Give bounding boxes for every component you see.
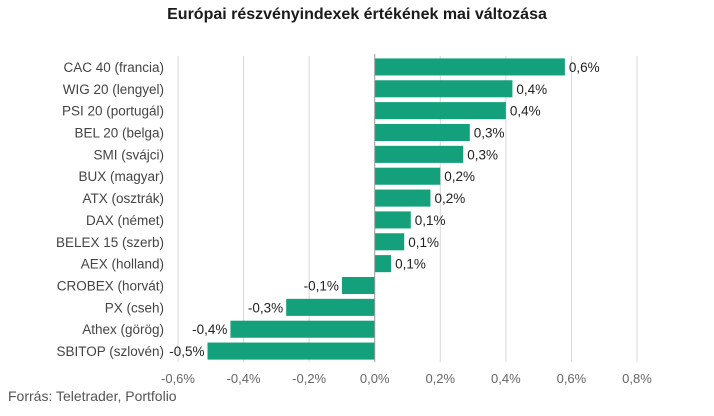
data-label: -0,1% — [304, 279, 339, 294]
x-tick-label: -0,6% — [161, 371, 195, 386]
bar — [341, 276, 375, 295]
bar — [374, 211, 411, 229]
category-label: AEX (holland) — [81, 257, 164, 272]
x-tick-label: -0,4% — [227, 371, 261, 386]
data-label: -0,5% — [169, 344, 204, 359]
data-label: 0,2% — [444, 169, 475, 184]
category-label: SMI (svájci) — [94, 147, 165, 162]
chart-title: Európai részvényindexek értékének mai vá… — [167, 6, 547, 23]
x-tick-label: -0,2% — [292, 371, 326, 386]
data-label: 0,1% — [395, 257, 426, 272]
category-label: CROBEX (horvát) — [57, 279, 164, 294]
x-tick-label: 0,8% — [622, 371, 652, 386]
x-tick-label: 0,2% — [425, 371, 455, 386]
category-label: BELEX 15 (szerb) — [56, 235, 164, 250]
category-label: CAC 40 (francia) — [63, 60, 164, 75]
x-tick-label: 0,4% — [491, 371, 521, 386]
data-label: 0,3% — [467, 147, 498, 162]
bar — [230, 320, 375, 338]
bar — [374, 80, 513, 98]
data-label: -0,4% — [192, 322, 227, 337]
data-label: 0,4% — [516, 82, 547, 97]
bar — [286, 298, 375, 316]
category-label: SBITOP (szlovén) — [56, 344, 164, 359]
bar — [374, 58, 565, 76]
data-label: 0,4% — [510, 104, 541, 119]
bar — [207, 342, 375, 360]
bar — [374, 145, 464, 163]
category-label: WIG 20 (lengyel) — [63, 82, 164, 97]
data-label: -0,3% — [248, 300, 283, 315]
category-label: Athex (görög) — [82, 322, 164, 337]
bar — [374, 167, 441, 185]
category-label: DAX (német) — [86, 213, 164, 228]
bar — [374, 123, 470, 142]
data-label: 0,6% — [569, 60, 600, 75]
data-label: 0,1% — [415, 213, 446, 228]
bar — [374, 233, 405, 251]
category-label: BEL 20 (belga) — [74, 126, 164, 141]
x-tick-label: 0,6% — [557, 371, 587, 386]
data-label: 0,1% — [408, 235, 439, 250]
bar — [374, 189, 431, 207]
category-label: PSI 20 (portugál) — [62, 104, 164, 119]
bar — [374, 102, 506, 120]
category-label: BUX (magyar) — [78, 169, 164, 184]
data-label: 0,2% — [434, 191, 465, 206]
data-label: 0,3% — [474, 126, 505, 141]
category-label: ATX (osztrák) — [82, 191, 164, 206]
source-note: Forrás: Teletrader, Portfolio — [8, 388, 177, 404]
x-tick-label: 0,0% — [360, 371, 390, 386]
bar — [374, 255, 392, 273]
category-label: PX (cseh) — [105, 300, 164, 315]
